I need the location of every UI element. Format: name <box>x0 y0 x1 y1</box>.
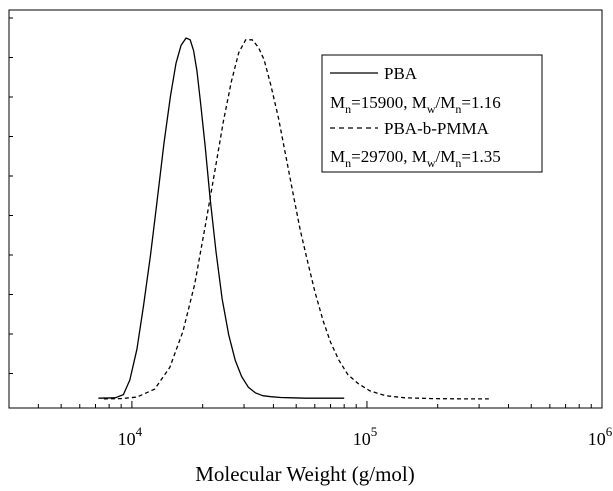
x-axis-title: Molecular Weight (g/mol) <box>195 462 415 486</box>
pba-mn-label: M <box>330 93 345 112</box>
pba-mn-value: =15900, <box>351 93 412 112</box>
pba-mn2-label: M <box>440 93 455 112</box>
pmma-mn2-label: M <box>440 147 455 166</box>
x-tick-label: 106 <box>588 424 613 449</box>
series-line-pba-b-pmma <box>103 39 489 400</box>
pba-mw-sub: w <box>427 102 436 116</box>
pmma-mn2-sub: n <box>455 156 461 170</box>
plot-frame <box>8 9 603 409</box>
pmma-slash: / <box>436 147 441 166</box>
pmma-mn-label: M <box>330 147 345 166</box>
legend-label-pba: PBA <box>384 64 418 83</box>
series-group <box>98 37 489 400</box>
legend: PBA Mn=15900, Mw/Mn=1.16 PBA-b-PMMA Mn=2… <box>321 54 543 173</box>
x-tick-label: 105 <box>353 424 378 449</box>
x-tick-labels: 104 105 106 <box>118 424 613 449</box>
pba-mw-label: M <box>412 93 427 112</box>
pba-mn-sub: n <box>345 102 351 116</box>
x-tick-label: 104 <box>118 424 143 449</box>
legend-box <box>321 54 543 173</box>
pmma-mn-value: =29700, <box>351 147 412 166</box>
pba-pdi: =1.16 <box>461 93 500 112</box>
x-tick-label-base: 10 <box>588 429 606 449</box>
x-tick-label-exponent: 6 <box>606 424 613 439</box>
pba-slash: / <box>436 93 441 112</box>
pmma-mw-label: M <box>412 147 427 166</box>
pmma-mw-sub: w <box>427 156 436 170</box>
x-tick-label-base: 10 <box>353 429 371 449</box>
y-axis-ticks <box>9 17 13 374</box>
pmma-pdi: =1.35 <box>461 147 500 166</box>
x-axis-ticks <box>8 401 603 408</box>
x-tick-label-exponent: 4 <box>136 424 143 439</box>
legend-stats-pba: Mn=15900, Mw/Mn=1.16 <box>330 93 501 116</box>
x-tick-label-base: 10 <box>118 429 136 449</box>
legend-label-pba-b-pmma: PBA-b-PMMA <box>384 119 490 138</box>
pba-mn2-sub: n <box>455 102 461 116</box>
series-line-pba <box>98 37 345 399</box>
legend-stats-pba-b-pmma: Mn=29700, Mw/Mn=1.35 <box>330 147 501 170</box>
x-tick-label-exponent: 5 <box>371 424 378 439</box>
pmma-mn-sub: n <box>345 156 351 170</box>
